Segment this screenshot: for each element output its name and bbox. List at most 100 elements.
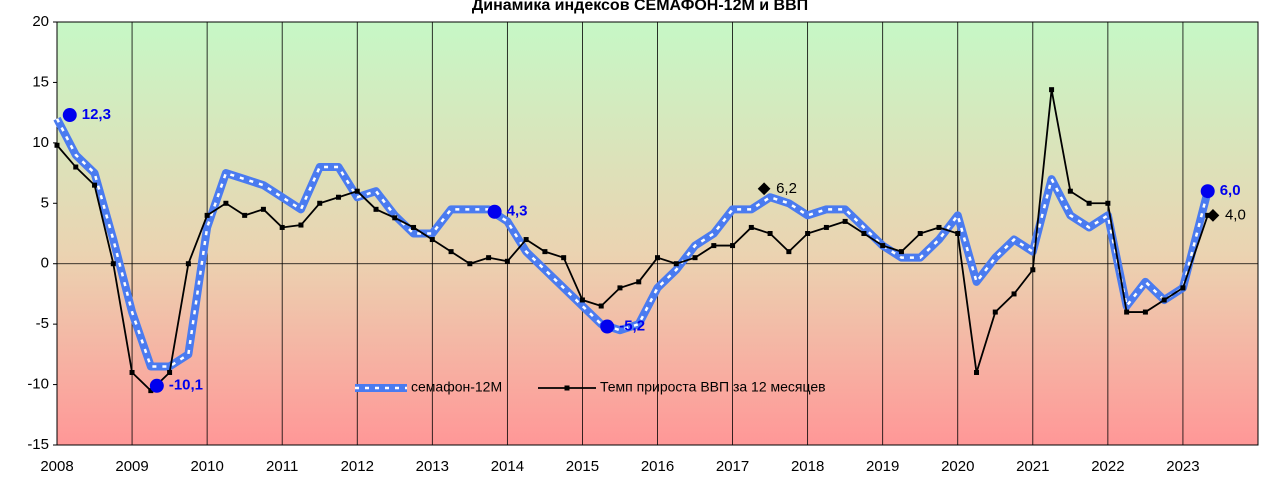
y-tick-label: 10 bbox=[32, 134, 49, 151]
series-marker bbox=[561, 255, 567, 261]
series-marker bbox=[823, 224, 829, 230]
series-marker bbox=[1049, 87, 1055, 93]
series-marker bbox=[542, 249, 548, 255]
series-line bbox=[56, 89, 1209, 392]
x-tick-label: 2015 bbox=[566, 458, 599, 475]
series-marker bbox=[92, 182, 98, 188]
series-marker bbox=[898, 249, 904, 255]
series-marker bbox=[185, 261, 191, 267]
series-marker bbox=[1105, 200, 1111, 206]
series-marker bbox=[617, 285, 623, 291]
y-tick-label: 20 bbox=[32, 13, 49, 30]
series-marker bbox=[880, 243, 886, 249]
legend-swatch-marker bbox=[564, 385, 570, 391]
annotation-marker bbox=[1200, 184, 1215, 199]
annotation-label: 4,3 bbox=[507, 203, 528, 220]
series-marker bbox=[636, 279, 642, 285]
series-marker bbox=[429, 237, 435, 243]
series-marker bbox=[748, 224, 754, 230]
chart-title: Динамика индексов СЕМАФОН-12М и ВВП bbox=[472, 0, 808, 14]
series-marker bbox=[242, 212, 248, 218]
annotation-label: -10,1 bbox=[169, 377, 203, 394]
x-tick-label: 2020 bbox=[941, 458, 974, 475]
series-marker bbox=[148, 388, 154, 394]
x-tick-label: 2012 bbox=[341, 458, 374, 475]
series-marker bbox=[223, 200, 229, 206]
series-marker bbox=[861, 231, 867, 236]
series-marker bbox=[786, 249, 792, 255]
y-tick-label: -10 bbox=[27, 376, 49, 393]
series-marker bbox=[974, 369, 980, 375]
y-tick-label: 0 bbox=[41, 255, 49, 272]
series-marker bbox=[1124, 309, 1130, 315]
series-marker bbox=[467, 261, 473, 267]
series-marker bbox=[354, 188, 360, 194]
series-marker bbox=[1086, 200, 1092, 206]
series-marker bbox=[448, 249, 454, 255]
y-tick-label: -5 bbox=[36, 315, 49, 332]
series-marker bbox=[767, 231, 773, 236]
x-tick-label: 2008 bbox=[40, 458, 73, 475]
x-tick-label: 2021 bbox=[1016, 458, 1049, 475]
x-tick-label: 2017 bbox=[716, 458, 749, 475]
series-marker bbox=[992, 309, 998, 315]
annotation-marker bbox=[62, 108, 77, 123]
series-marker bbox=[279, 224, 285, 230]
annotation-marker bbox=[149, 378, 164, 393]
annotation-label: 6,0 bbox=[1220, 182, 1241, 199]
series-marker bbox=[955, 231, 961, 236]
x-tick-label: 2023 bbox=[1166, 458, 1199, 475]
series-marker bbox=[1011, 291, 1017, 297]
y-tick-label: 5 bbox=[41, 194, 49, 211]
x-tick-label: 2010 bbox=[190, 458, 223, 475]
series-marker bbox=[1180, 285, 1186, 291]
x-tick-label: 2014 bbox=[491, 458, 524, 475]
annotation-label: 6,2 bbox=[776, 180, 797, 197]
series-marker bbox=[129, 369, 135, 375]
x-tick-label: 2009 bbox=[115, 458, 148, 475]
series-marker bbox=[1142, 309, 1148, 315]
annotation-label: 4,0 bbox=[1225, 206, 1246, 223]
x-tick-label: 2011 bbox=[266, 458, 298, 475]
series-marker bbox=[1030, 267, 1036, 273]
series-marker bbox=[805, 231, 811, 236]
series-marker bbox=[411, 224, 417, 230]
series-marker bbox=[392, 215, 398, 221]
series-marker bbox=[673, 261, 679, 267]
series-marker bbox=[298, 222, 304, 228]
x-tick-label: 2018 bbox=[791, 458, 824, 475]
series-marker bbox=[167, 369, 173, 375]
series-marker bbox=[936, 224, 942, 230]
x-tick-label: 2019 bbox=[866, 458, 899, 475]
series-marker bbox=[335, 194, 341, 200]
series-marker bbox=[504, 258, 510, 264]
annotation-label: -5,2 bbox=[619, 318, 645, 335]
series-marker bbox=[1161, 297, 1167, 303]
series-marker bbox=[373, 206, 379, 212]
series-marker bbox=[1067, 188, 1073, 194]
annotation-marker bbox=[600, 319, 615, 334]
series-marker bbox=[917, 231, 923, 236]
y-tick-label: 15 bbox=[32, 73, 49, 90]
series-marker bbox=[523, 237, 529, 243]
annotation-marker bbox=[487, 204, 502, 219]
series-marker bbox=[655, 255, 660, 261]
series-marker bbox=[486, 255, 492, 261]
series-marker bbox=[54, 142, 60, 148]
series-marker bbox=[598, 303, 604, 309]
legend-label: семафон-12М bbox=[411, 379, 502, 395]
series-marker bbox=[711, 243, 717, 249]
series-marker bbox=[204, 212, 210, 218]
series-marker bbox=[842, 218, 848, 224]
x-tick-label: 2016 bbox=[641, 458, 674, 475]
annotation-label: 12,3 bbox=[82, 106, 111, 123]
series-marker bbox=[692, 255, 698, 261]
series-marker bbox=[110, 261, 116, 267]
series-marker bbox=[73, 164, 79, 170]
x-tick-label: 2022 bbox=[1091, 458, 1124, 475]
series-marker bbox=[317, 200, 323, 206]
series-marker bbox=[579, 297, 585, 303]
y-tick-label: -15 bbox=[27, 436, 49, 453]
series-line bbox=[53, 116, 1212, 371]
